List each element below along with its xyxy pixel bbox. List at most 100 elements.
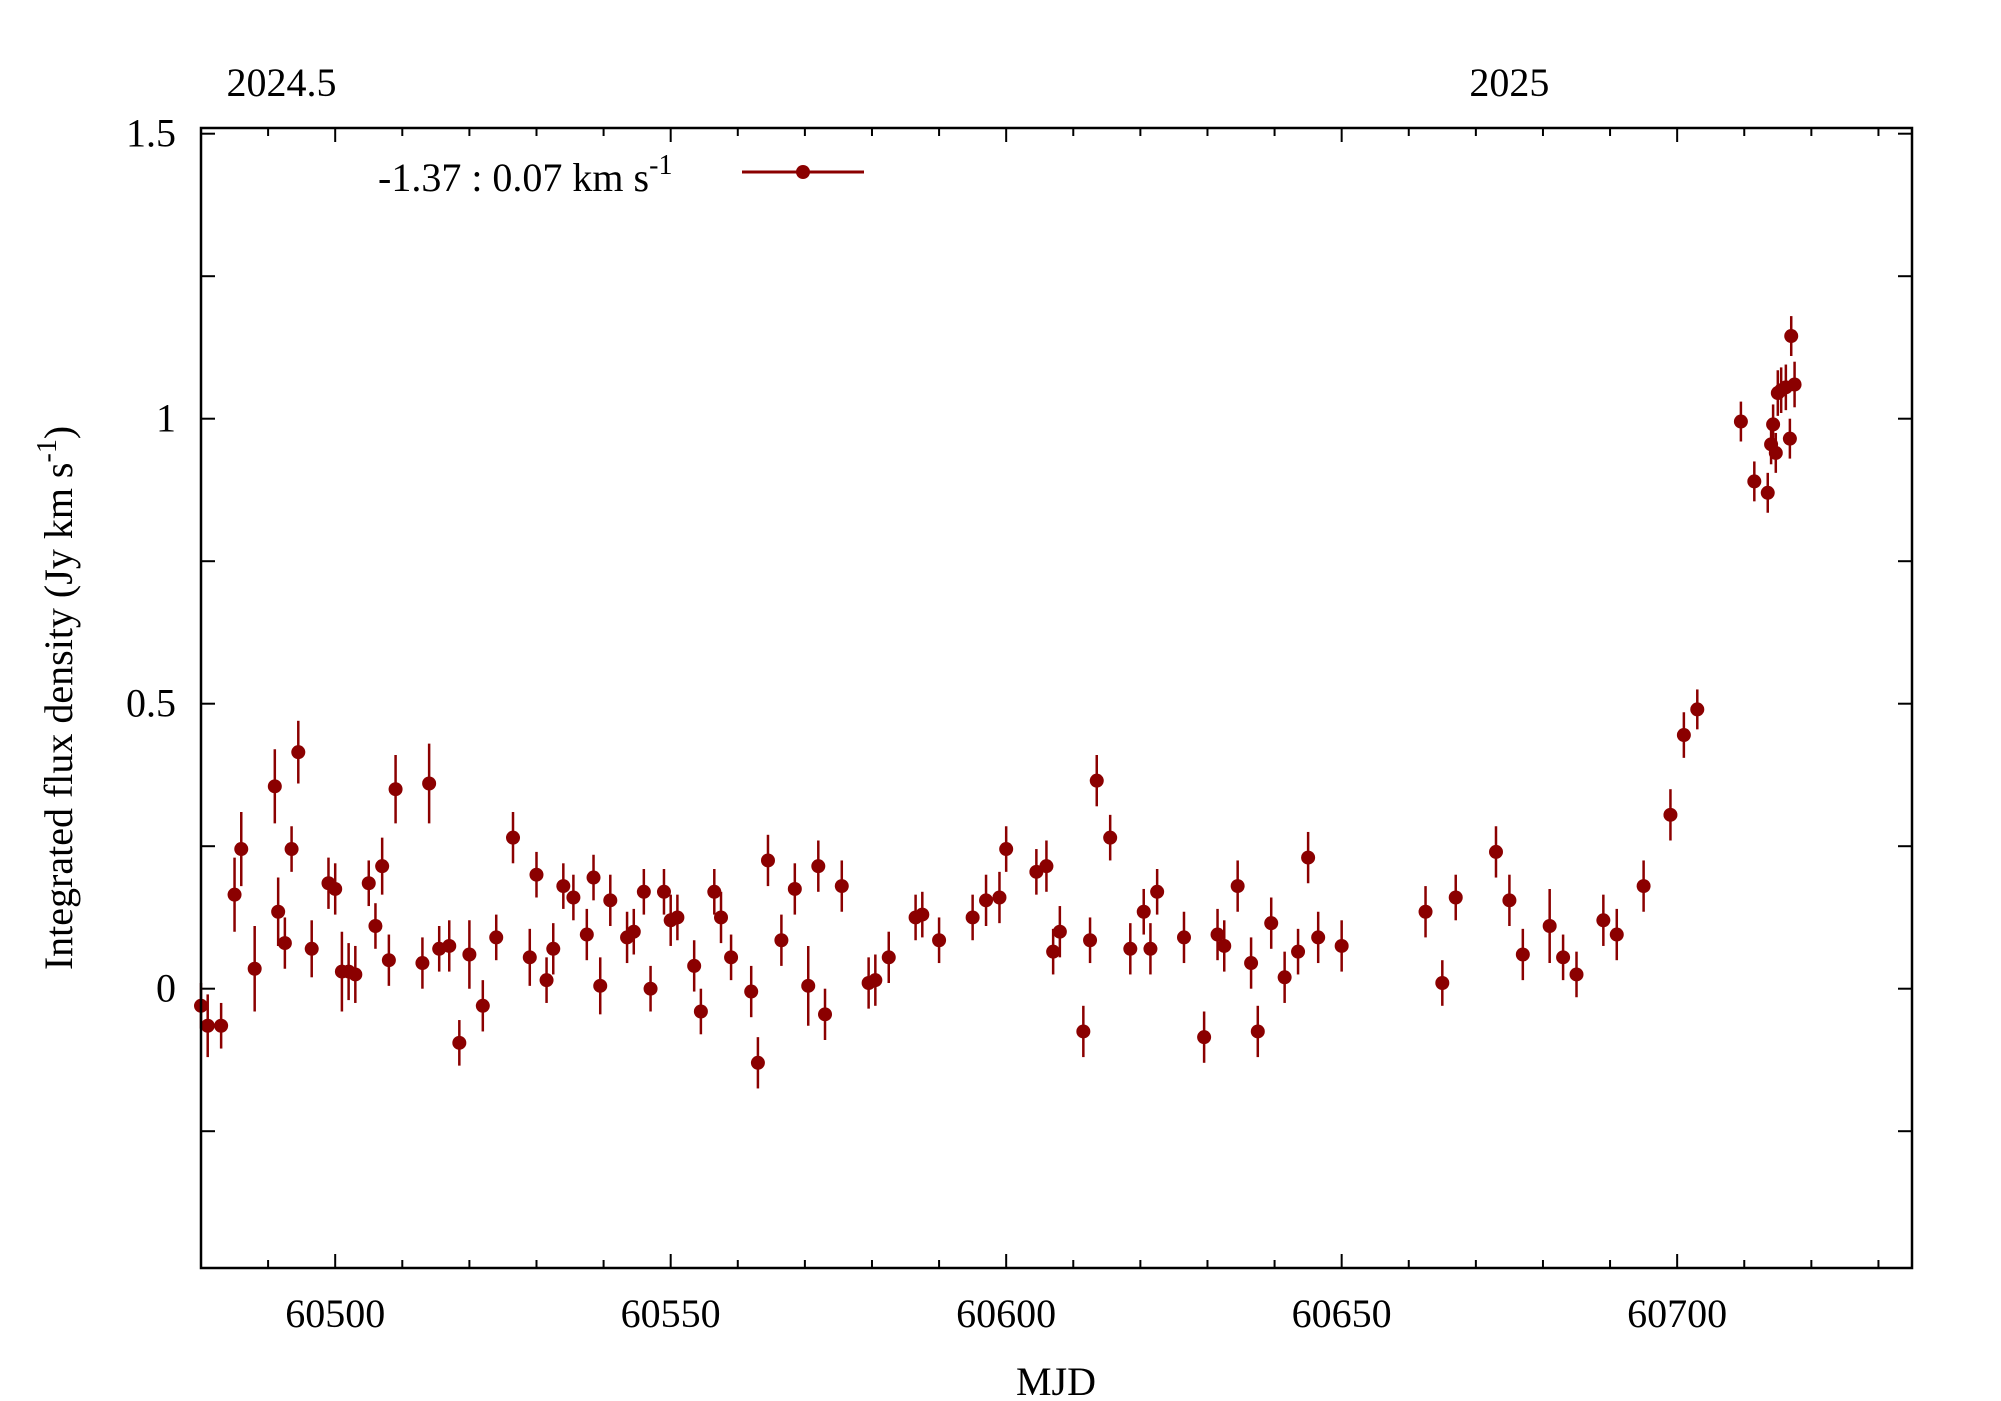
x-tick-label: 60650: [1292, 1291, 1392, 1336]
point-marker: [1301, 850, 1316, 865]
x-axis-label: MJD: [1016, 1359, 1096, 1401]
point-marker: [462, 947, 477, 962]
data-point: [1334, 920, 1349, 972]
point-marker: [868, 973, 883, 988]
data-point: [462, 920, 477, 989]
data-point: [1609, 908, 1624, 961]
data-point: [539, 957, 554, 1003]
point-marker: [361, 876, 376, 891]
point-marker: [687, 958, 702, 973]
data-point: [714, 891, 729, 944]
point-marker: [291, 745, 306, 760]
point-marker: [1448, 890, 1463, 905]
data-point: [529, 851, 544, 898]
y-tick-label: 1.5: [126, 111, 176, 156]
point-marker: [603, 893, 618, 908]
plot-frame: [199, 126, 1914, 1270]
data-point: [1768, 432, 1783, 473]
data-point: [422, 743, 437, 824]
point-marker: [714, 910, 729, 925]
x-tick-label: 60500: [285, 1291, 385, 1336]
data-point: [626, 908, 641, 955]
point-marker: [1311, 930, 1326, 945]
point-marker: [834, 879, 849, 894]
data-point: [1250, 1005, 1265, 1058]
point-marker: [1136, 904, 1151, 919]
data-point: [271, 877, 286, 946]
point-marker: [522, 950, 537, 965]
point-marker: [328, 881, 343, 896]
data-point: [1690, 689, 1705, 730]
point-marker: [1609, 927, 1624, 942]
point-marker: [636, 884, 651, 899]
point-marker: [442, 938, 457, 953]
data-point: [1502, 874, 1517, 926]
point-marker: [368, 919, 383, 933]
point-marker: [546, 941, 561, 956]
point-marker: [1636, 879, 1651, 894]
data-point: [915, 891, 930, 938]
data-point: [1230, 860, 1245, 912]
point-marker: [1663, 807, 1678, 822]
data-point: [1311, 911, 1326, 964]
data-point: [361, 860, 376, 907]
point-marker: [1787, 377, 1802, 392]
data-point: [979, 874, 994, 926]
data-point: [200, 994, 215, 1058]
data-point: [348, 945, 363, 1003]
y-tick-label: 0.5: [126, 681, 176, 726]
data-point: [522, 928, 537, 986]
y-axis-label-superscript: -1: [32, 439, 63, 462]
data-point: [1301, 831, 1316, 884]
data-point: [881, 931, 896, 983]
data-point: [368, 903, 383, 949]
legend-label-superscript: -1: [649, 150, 672, 181]
data-point: [1136, 888, 1151, 935]
data-point: [1052, 906, 1067, 958]
point-marker: [1089, 773, 1104, 788]
data-point: [1676, 712, 1691, 758]
data-point: [234, 812, 249, 887]
point-marker: [1733, 414, 1748, 429]
point-marker: [750, 1055, 765, 1070]
data-point: [328, 863, 343, 915]
data-point: [1784, 316, 1799, 356]
data-point: [760, 834, 775, 887]
point-marker: [992, 890, 1007, 905]
data-point: [724, 934, 739, 981]
data-point: [1766, 404, 1781, 445]
point-marker: [381, 953, 396, 968]
point-marker: [932, 933, 947, 948]
point-marker: [1083, 933, 1098, 948]
data-point: [1143, 923, 1158, 975]
data-point: [1448, 874, 1463, 921]
data-point: [277, 917, 292, 969]
data-point: [1089, 755, 1104, 807]
data-point: [670, 894, 685, 941]
point-marker: [744, 984, 759, 999]
x-tick-label: 60700: [1627, 1291, 1727, 1336]
data-point: [932, 917, 947, 964]
legend-point-sample: [796, 165, 810, 179]
point-marker: [1502, 893, 1517, 908]
point-marker: [1676, 728, 1691, 743]
data-point: [1782, 418, 1797, 459]
y-axis-label: Integrated flux density (Jy km s-1): [32, 426, 81, 970]
point-marker: [1334, 938, 1349, 953]
point-marker: [818, 1007, 833, 1022]
data-point: [707, 869, 722, 915]
point-marker: [1435, 976, 1450, 990]
point-marker: [811, 859, 826, 874]
point-marker: [693, 1004, 708, 1019]
data-point: [1760, 472, 1775, 513]
point-marker: [1143, 941, 1158, 956]
data-point: [1636, 860, 1651, 912]
data-point: [787, 863, 802, 915]
point-marker: [247, 961, 262, 976]
point-marker: [1542, 919, 1557, 933]
point-marker: [277, 936, 292, 951]
point-marker: [1768, 445, 1783, 460]
data-point: [1176, 911, 1191, 964]
point-marker: [489, 930, 504, 945]
